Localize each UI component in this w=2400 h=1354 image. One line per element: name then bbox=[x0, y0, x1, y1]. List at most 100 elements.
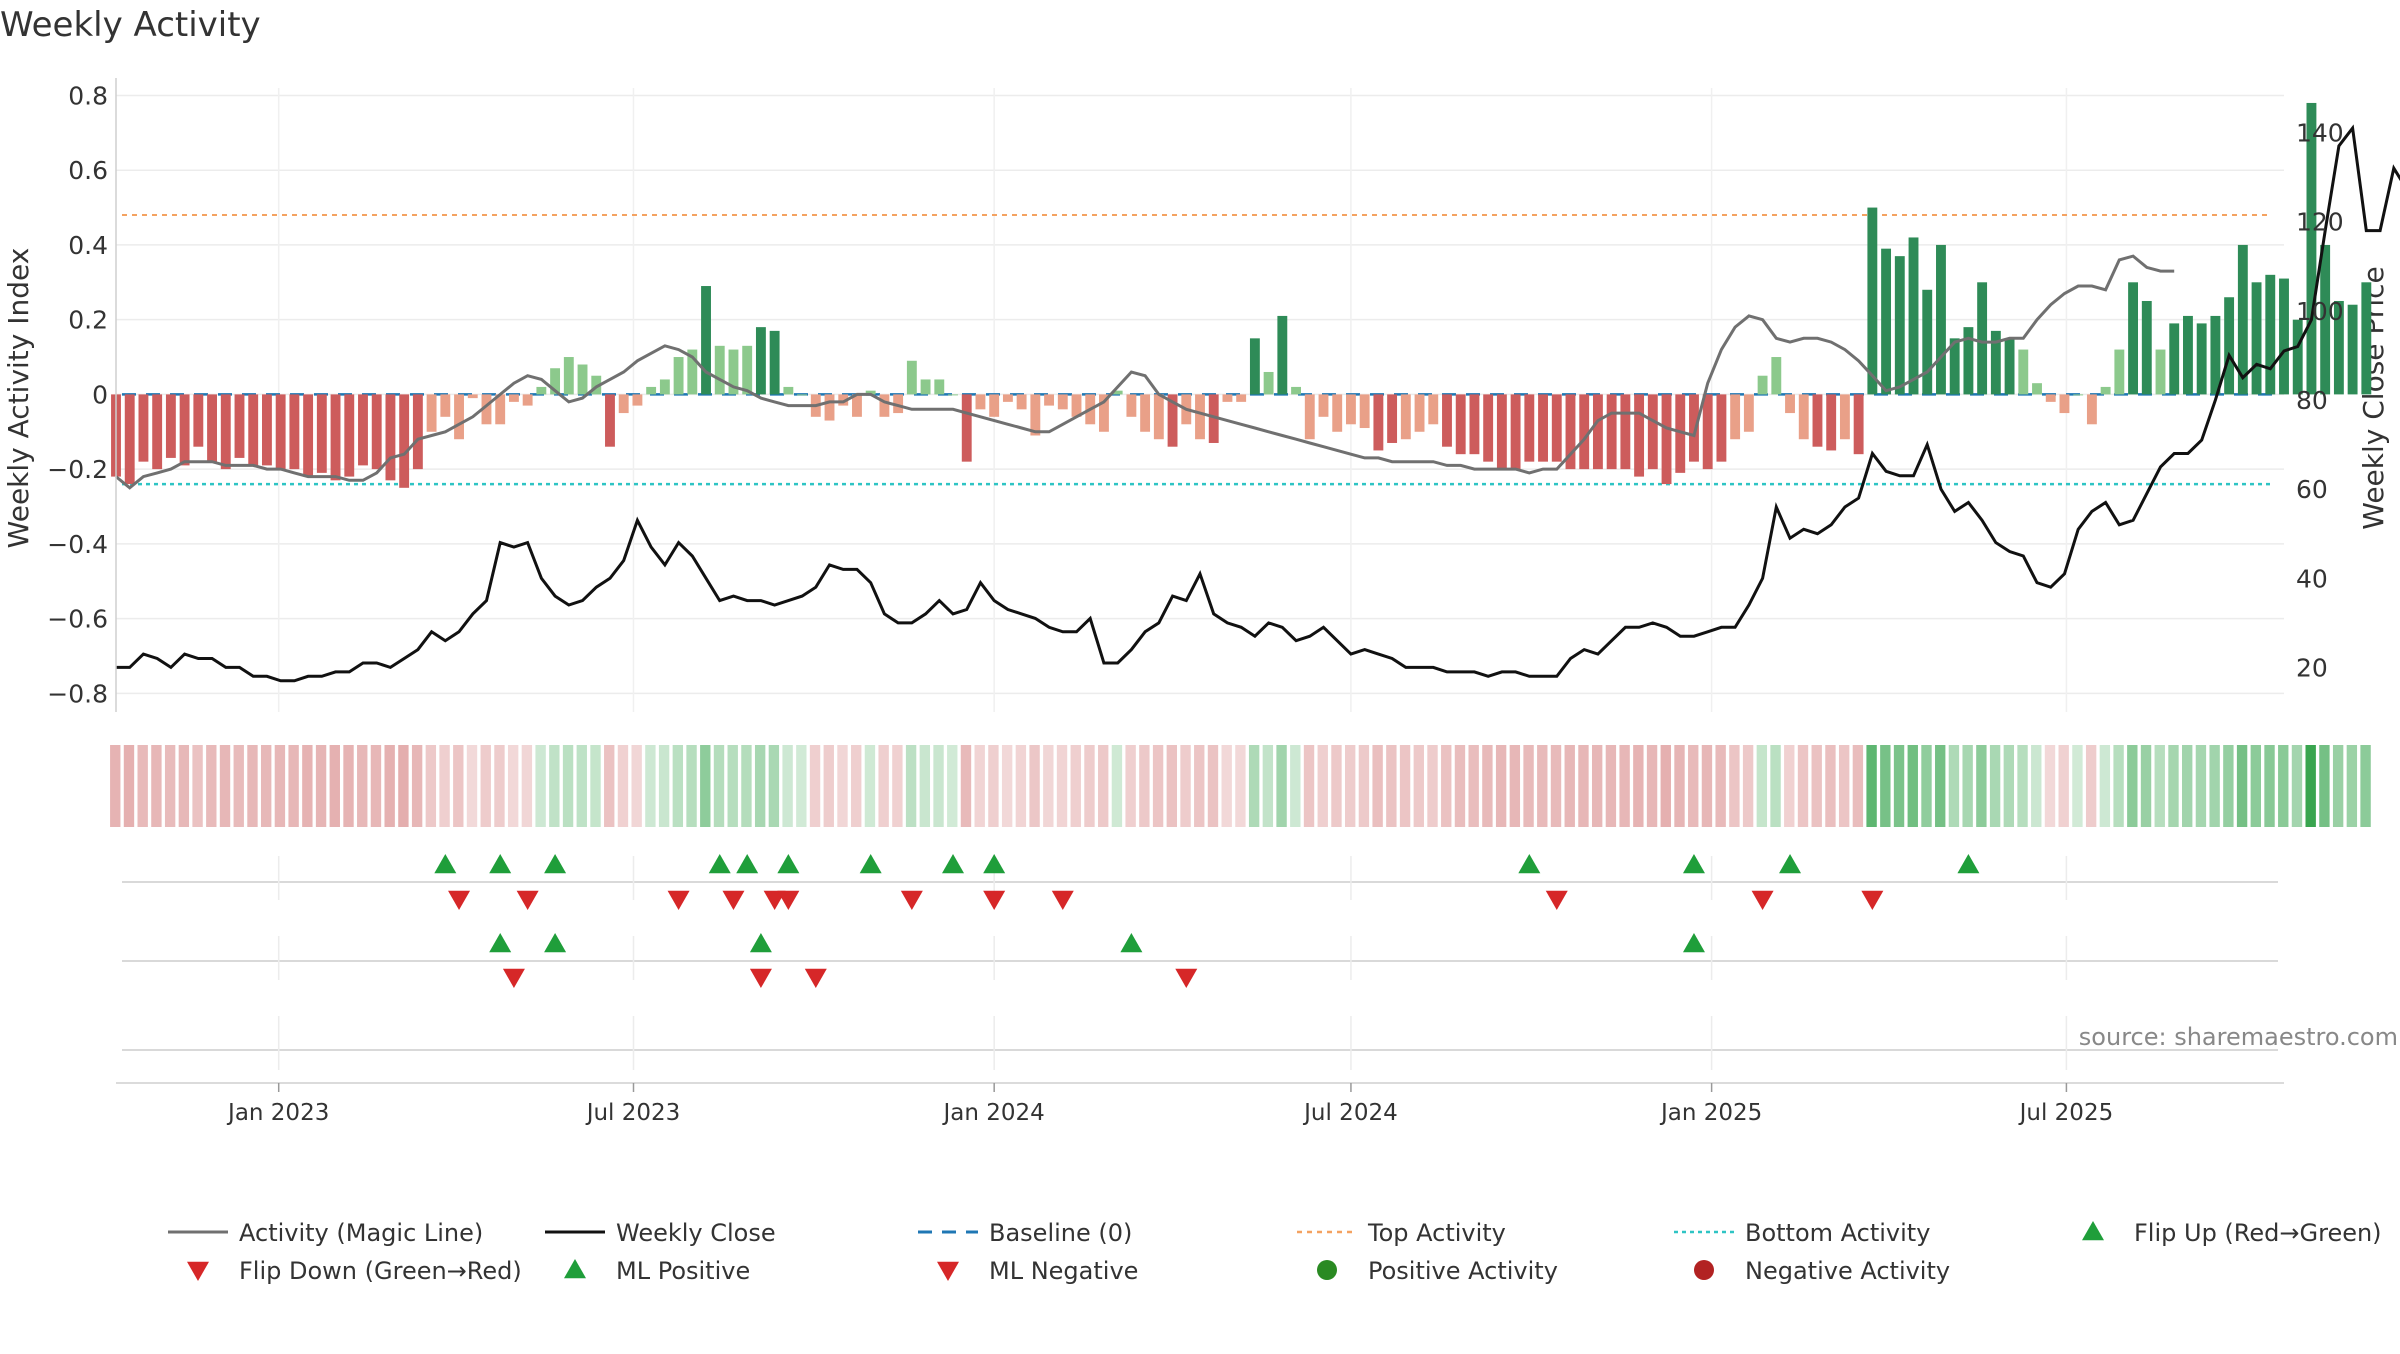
activity-bar bbox=[1785, 394, 1795, 414]
activity-bar bbox=[673, 357, 684, 395]
ml-positive-marker bbox=[489, 933, 512, 953]
flip-down-marker bbox=[983, 890, 1006, 910]
legend-label: Baseline (0) bbox=[989, 1219, 1132, 1247]
strip-cell bbox=[2278, 745, 2289, 827]
activity-bar bbox=[563, 357, 574, 395]
activity-bar bbox=[2196, 323, 2207, 395]
strip-cell bbox=[1509, 745, 1521, 827]
strip-cell bbox=[260, 745, 272, 827]
legend-item: Negative Activity bbox=[1694, 1257, 1950, 1285]
flip-down-marker bbox=[667, 890, 690, 910]
strip-cell bbox=[686, 745, 697, 827]
flip-up-marker bbox=[859, 854, 882, 874]
activity-bar bbox=[1140, 394, 1151, 432]
ml-positive-marker bbox=[1120, 933, 1143, 953]
strip-cell bbox=[1756, 745, 1768, 827]
activity-bar bbox=[1428, 394, 1439, 425]
activity-bar bbox=[316, 394, 327, 473]
y-axis-left-label: Weekly Activity Index bbox=[2, 248, 35, 549]
y-tick-right: 20 bbox=[2296, 653, 2328, 682]
activity-bar bbox=[440, 394, 451, 417]
activity-bar bbox=[234, 394, 245, 458]
activity-bar bbox=[1263, 371, 1274, 395]
activity-bar bbox=[1881, 248, 1892, 395]
activity-bar bbox=[536, 386, 547, 395]
y-tick-left: 0.6 bbox=[68, 156, 108, 185]
strip-cell bbox=[164, 745, 176, 827]
strip-cell bbox=[741, 745, 752, 827]
activity-bar bbox=[1002, 394, 1013, 402]
legend-item: Top Activity bbox=[1297, 1219, 1506, 1247]
activity-bar bbox=[577, 364, 588, 395]
strip-cell bbox=[2003, 745, 2015, 827]
strip-cell bbox=[2085, 745, 2097, 827]
strip-cell bbox=[2195, 745, 2207, 827]
strip-cell bbox=[645, 745, 656, 827]
strip-cell bbox=[1797, 745, 1809, 827]
flip-up-marker bbox=[1682, 854, 1705, 874]
activity-bar bbox=[1291, 386, 1301, 395]
flip-down-marker bbox=[1051, 890, 1074, 910]
strip-cell bbox=[357, 745, 368, 827]
activity-bar bbox=[824, 394, 835, 421]
y-tick-right: 100 bbox=[2296, 297, 2344, 326]
strip-cell bbox=[1248, 745, 1260, 827]
ml-positive-marker bbox=[1682, 933, 1705, 953]
flip-down-marker bbox=[1751, 890, 1774, 910]
activity-bar bbox=[358, 394, 368, 466]
strip-cell bbox=[370, 745, 382, 827]
strip-cell bbox=[1139, 745, 1150, 827]
strip-cell bbox=[1098, 745, 1109, 827]
strip-cell bbox=[1811, 745, 1822, 827]
strip-cell bbox=[439, 745, 450, 827]
activity-bar bbox=[1126, 394, 1137, 417]
y-tick-left: 0 bbox=[92, 380, 108, 409]
activity-bar bbox=[1592, 394, 1603, 470]
activity-bar bbox=[769, 330, 780, 395]
activity-bar bbox=[1524, 394, 1535, 462]
strip-cell bbox=[1344, 745, 1356, 827]
legend-swatch-negative bbox=[1694, 1260, 1714, 1280]
strip-cell bbox=[768, 745, 780, 827]
activity-bar bbox=[893, 394, 904, 414]
strip-cell bbox=[1742, 745, 1754, 827]
y-tick-left: 0.2 bbox=[68, 306, 108, 335]
activity-bar bbox=[1510, 394, 1521, 470]
strip-cell bbox=[1070, 745, 1081, 827]
activity-bar bbox=[728, 349, 739, 395]
strip-cell bbox=[1303, 745, 1315, 827]
strip-cell bbox=[700, 745, 711, 827]
activity-bar bbox=[1702, 394, 1713, 470]
strip-cell bbox=[672, 745, 684, 827]
strip-cell bbox=[1989, 745, 2001, 827]
activity-bar bbox=[2100, 386, 2111, 395]
strip-cell bbox=[329, 745, 340, 827]
flip-markers bbox=[122, 854, 2278, 1070]
activity-bar bbox=[1112, 390, 1123, 395]
strip-cell bbox=[1578, 745, 1589, 827]
activity-bar bbox=[632, 394, 643, 406]
activity-bar bbox=[385, 394, 396, 481]
strip-cell bbox=[1399, 745, 1411, 827]
strip-cell bbox=[1482, 745, 1493, 827]
activity-bar bbox=[2210, 315, 2221, 395]
x-tick-label: Jan 2023 bbox=[226, 1100, 329, 1126]
strip-cell bbox=[2360, 745, 2371, 827]
activity-bar bbox=[1853, 394, 1864, 455]
activity-bar bbox=[508, 394, 519, 402]
legend-item: Flip Down (Green→Red) bbox=[187, 1257, 522, 1285]
activity-bar bbox=[1496, 394, 1507, 470]
strip-cell bbox=[2127, 745, 2138, 827]
activity-bar bbox=[1716, 394, 1727, 462]
flip-up-marker bbox=[434, 854, 457, 874]
activity-bar bbox=[879, 394, 890, 417]
strip-cell bbox=[1976, 745, 1987, 827]
flip-up-marker bbox=[942, 854, 965, 874]
activity-bar bbox=[1153, 394, 1164, 440]
legend-item: ML Positive bbox=[564, 1257, 750, 1285]
strip-cell bbox=[713, 745, 725, 827]
strip-cell bbox=[796, 745, 807, 827]
legend-label: ML Negative bbox=[989, 1257, 1138, 1285]
activity-bar bbox=[344, 394, 355, 477]
strip-cell bbox=[1290, 745, 1301, 827]
